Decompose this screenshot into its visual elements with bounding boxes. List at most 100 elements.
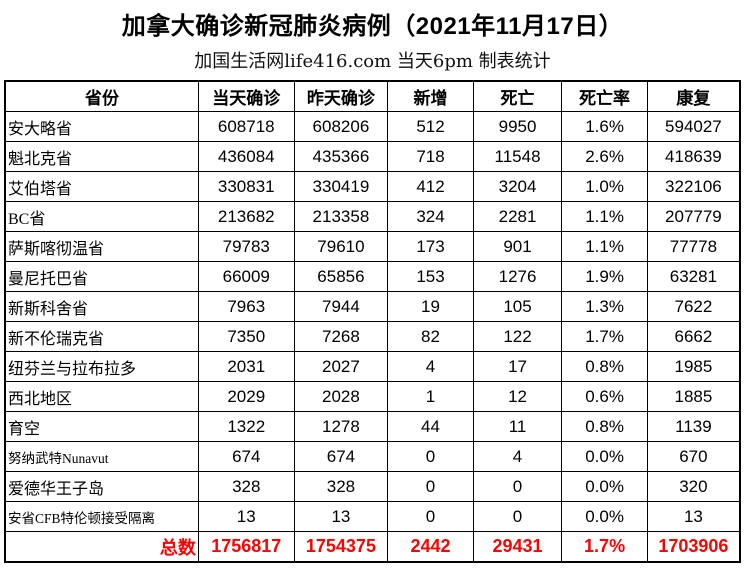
value-cell: 1885 <box>646 381 741 412</box>
value-cell: 153 <box>387 261 474 292</box>
value-cell: 0 <box>387 501 474 532</box>
value-cell: 2028 <box>293 381 389 412</box>
table-footer: 总数 1756817 1754375 2442 29431 1.7% 1703906 <box>4 531 741 563</box>
province-cell: 安大略省 <box>4 111 199 142</box>
covid-stats-table: 省份 当天确诊 昨天确诊 新增 死亡 死亡率 康复 安大略省 608718 608206 512 9… <box>4 80 741 563</box>
value-cell: 901 <box>472 231 563 262</box>
value-cell: 435366 <box>293 141 389 172</box>
value-cell: 1278 <box>293 411 389 442</box>
table-row: 萨斯喀彻温省 79783 79610 173 901 1.1% 77778 <box>4 231 741 262</box>
value-cell: 1322 <box>197 411 295 442</box>
value-cell: 2281 <box>472 201 563 232</box>
value-cell: 0.0% <box>561 501 648 532</box>
value-cell: 1985 <box>646 351 741 382</box>
province-cell: 艾伯塔省 <box>4 171 199 202</box>
value-cell: 322106 <box>646 171 741 202</box>
total-label-cell: 总数 <box>4 531 199 563</box>
value-cell: 11 <box>472 411 563 442</box>
value-cell: 79610 <box>293 231 389 262</box>
value-cell: 77778 <box>646 231 741 262</box>
value-cell: 7268 <box>293 321 389 352</box>
table-row: 努纳武特Nunavut 674 674 0 4 0.0% 670 <box>4 441 741 472</box>
value-cell: 122 <box>472 321 563 352</box>
province-cell: 新斯科舍省 <box>4 291 199 322</box>
value-cell: 330419 <box>293 171 389 202</box>
column-header: 省份 <box>4 80 199 112</box>
column-header: 当天确诊 <box>197 80 295 112</box>
value-cell: 65856 <box>293 261 389 292</box>
value-cell: 412 <box>387 171 474 202</box>
total-value-cell: 29431 <box>472 531 563 563</box>
value-cell: 13 <box>197 501 295 532</box>
table-row: 爱德华王子岛 328 328 0 0 0.0% 320 <box>4 471 741 502</box>
value-cell: 1139 <box>646 411 741 442</box>
value-cell: 674 <box>197 441 295 472</box>
value-cell: 0.8% <box>561 411 648 442</box>
province-cell: BC省 <box>4 201 199 232</box>
table-row: BC省 213682 213358 324 2281 1.1% 207779 <box>4 201 741 232</box>
value-cell: 4 <box>472 441 563 472</box>
value-cell: 324 <box>387 201 474 232</box>
value-cell: 207779 <box>646 201 741 232</box>
column-header: 新增 <box>387 80 474 112</box>
table-header: 省份 当天确诊 昨天确诊 新增 死亡 死亡率 康复 <box>4 80 741 112</box>
table-body: 安大略省 608718 608206 512 9950 1.6% 594027 魁北克省 436… <box>4 111 741 532</box>
value-cell: 6662 <box>646 321 741 352</box>
value-cell: 2031 <box>197 351 295 382</box>
value-cell: 608206 <box>293 111 389 142</box>
value-cell: 0 <box>472 471 563 502</box>
total-value-cell: 1754375 <box>293 531 389 563</box>
value-cell: 12 <box>472 381 563 412</box>
value-cell: 1.6% <box>561 111 648 142</box>
value-cell: 1.3% <box>561 291 648 322</box>
value-cell: 19 <box>387 291 474 322</box>
value-cell: 330831 <box>197 171 295 202</box>
value-cell: 0.0% <box>561 471 648 502</box>
value-cell: 2029 <box>197 381 295 412</box>
value-cell: 0 <box>387 471 474 502</box>
value-cell: 436084 <box>197 141 295 172</box>
total-value-cell: 2442 <box>387 531 474 563</box>
province-cell: 努纳武特Nunavut <box>4 441 199 472</box>
table-row: 安省CFB特伦顿接受隔离 13 13 0 0 0.0% 13 <box>4 501 741 532</box>
value-cell: 608718 <box>197 111 295 142</box>
column-header: 昨天确诊 <box>293 80 389 112</box>
table-row: 安大略省 608718 608206 512 9950 1.6% 594027 <box>4 111 741 142</box>
value-cell: 2.6% <box>561 141 648 172</box>
value-cell: 1.7% <box>561 321 648 352</box>
value-cell: 674 <box>293 441 389 472</box>
value-cell: 11548 <box>472 141 563 172</box>
province-cell: 安省CFB特伦顿接受隔离 <box>4 501 199 532</box>
value-cell: 13 <box>293 501 389 532</box>
value-cell: 1.1% <box>561 201 648 232</box>
value-cell: 1.9% <box>561 261 648 292</box>
value-cell: 213358 <box>293 201 389 232</box>
table-row: 纽芬兰与拉布拉多 2031 2027 4 17 0.8% 1985 <box>4 351 741 382</box>
value-cell: 718 <box>387 141 474 172</box>
value-cell: 173 <box>387 231 474 262</box>
value-cell: 1 <box>387 381 474 412</box>
value-cell: 328 <box>293 471 389 502</box>
table-row: 魁北克省 436084 435366 718 11548 2.6% 418639 <box>4 141 741 172</box>
value-cell: 4 <box>387 351 474 382</box>
value-cell: 0.6% <box>561 381 648 412</box>
value-cell: 0.8% <box>561 351 648 382</box>
page-subtitle: 加国生活网life416.com 当天6pm 制表统计 <box>194 51 551 72</box>
province-cell: 曼尼托巴省 <box>4 261 199 292</box>
value-cell: 66009 <box>197 261 295 292</box>
province-cell: 魁北克省 <box>4 141 199 172</box>
value-cell: 0.0% <box>561 441 648 472</box>
province-cell: 新不伦瑞克省 <box>4 321 199 352</box>
page-title: 加拿大确诊新冠肺炎病例（2021年11月17日） <box>121 13 624 40</box>
table-row: 新不伦瑞克省 7350 7268 82 122 1.7% 6662 <box>4 321 741 352</box>
value-cell: 2027 <box>293 351 389 382</box>
value-cell: 7622 <box>646 291 741 322</box>
value-cell: 17 <box>472 351 563 382</box>
table-row: 西北地区 2029 2028 1 12 0.6% 1885 <box>4 381 741 412</box>
value-cell: 79783 <box>197 231 295 262</box>
total-value-cell: 1756817 <box>197 531 295 563</box>
total-row: 总数 1756817 1754375 2442 29431 1.7% 1703906 <box>4 531 741 563</box>
value-cell: 418639 <box>646 141 741 172</box>
province-cell: 西北地区 <box>4 381 199 412</box>
